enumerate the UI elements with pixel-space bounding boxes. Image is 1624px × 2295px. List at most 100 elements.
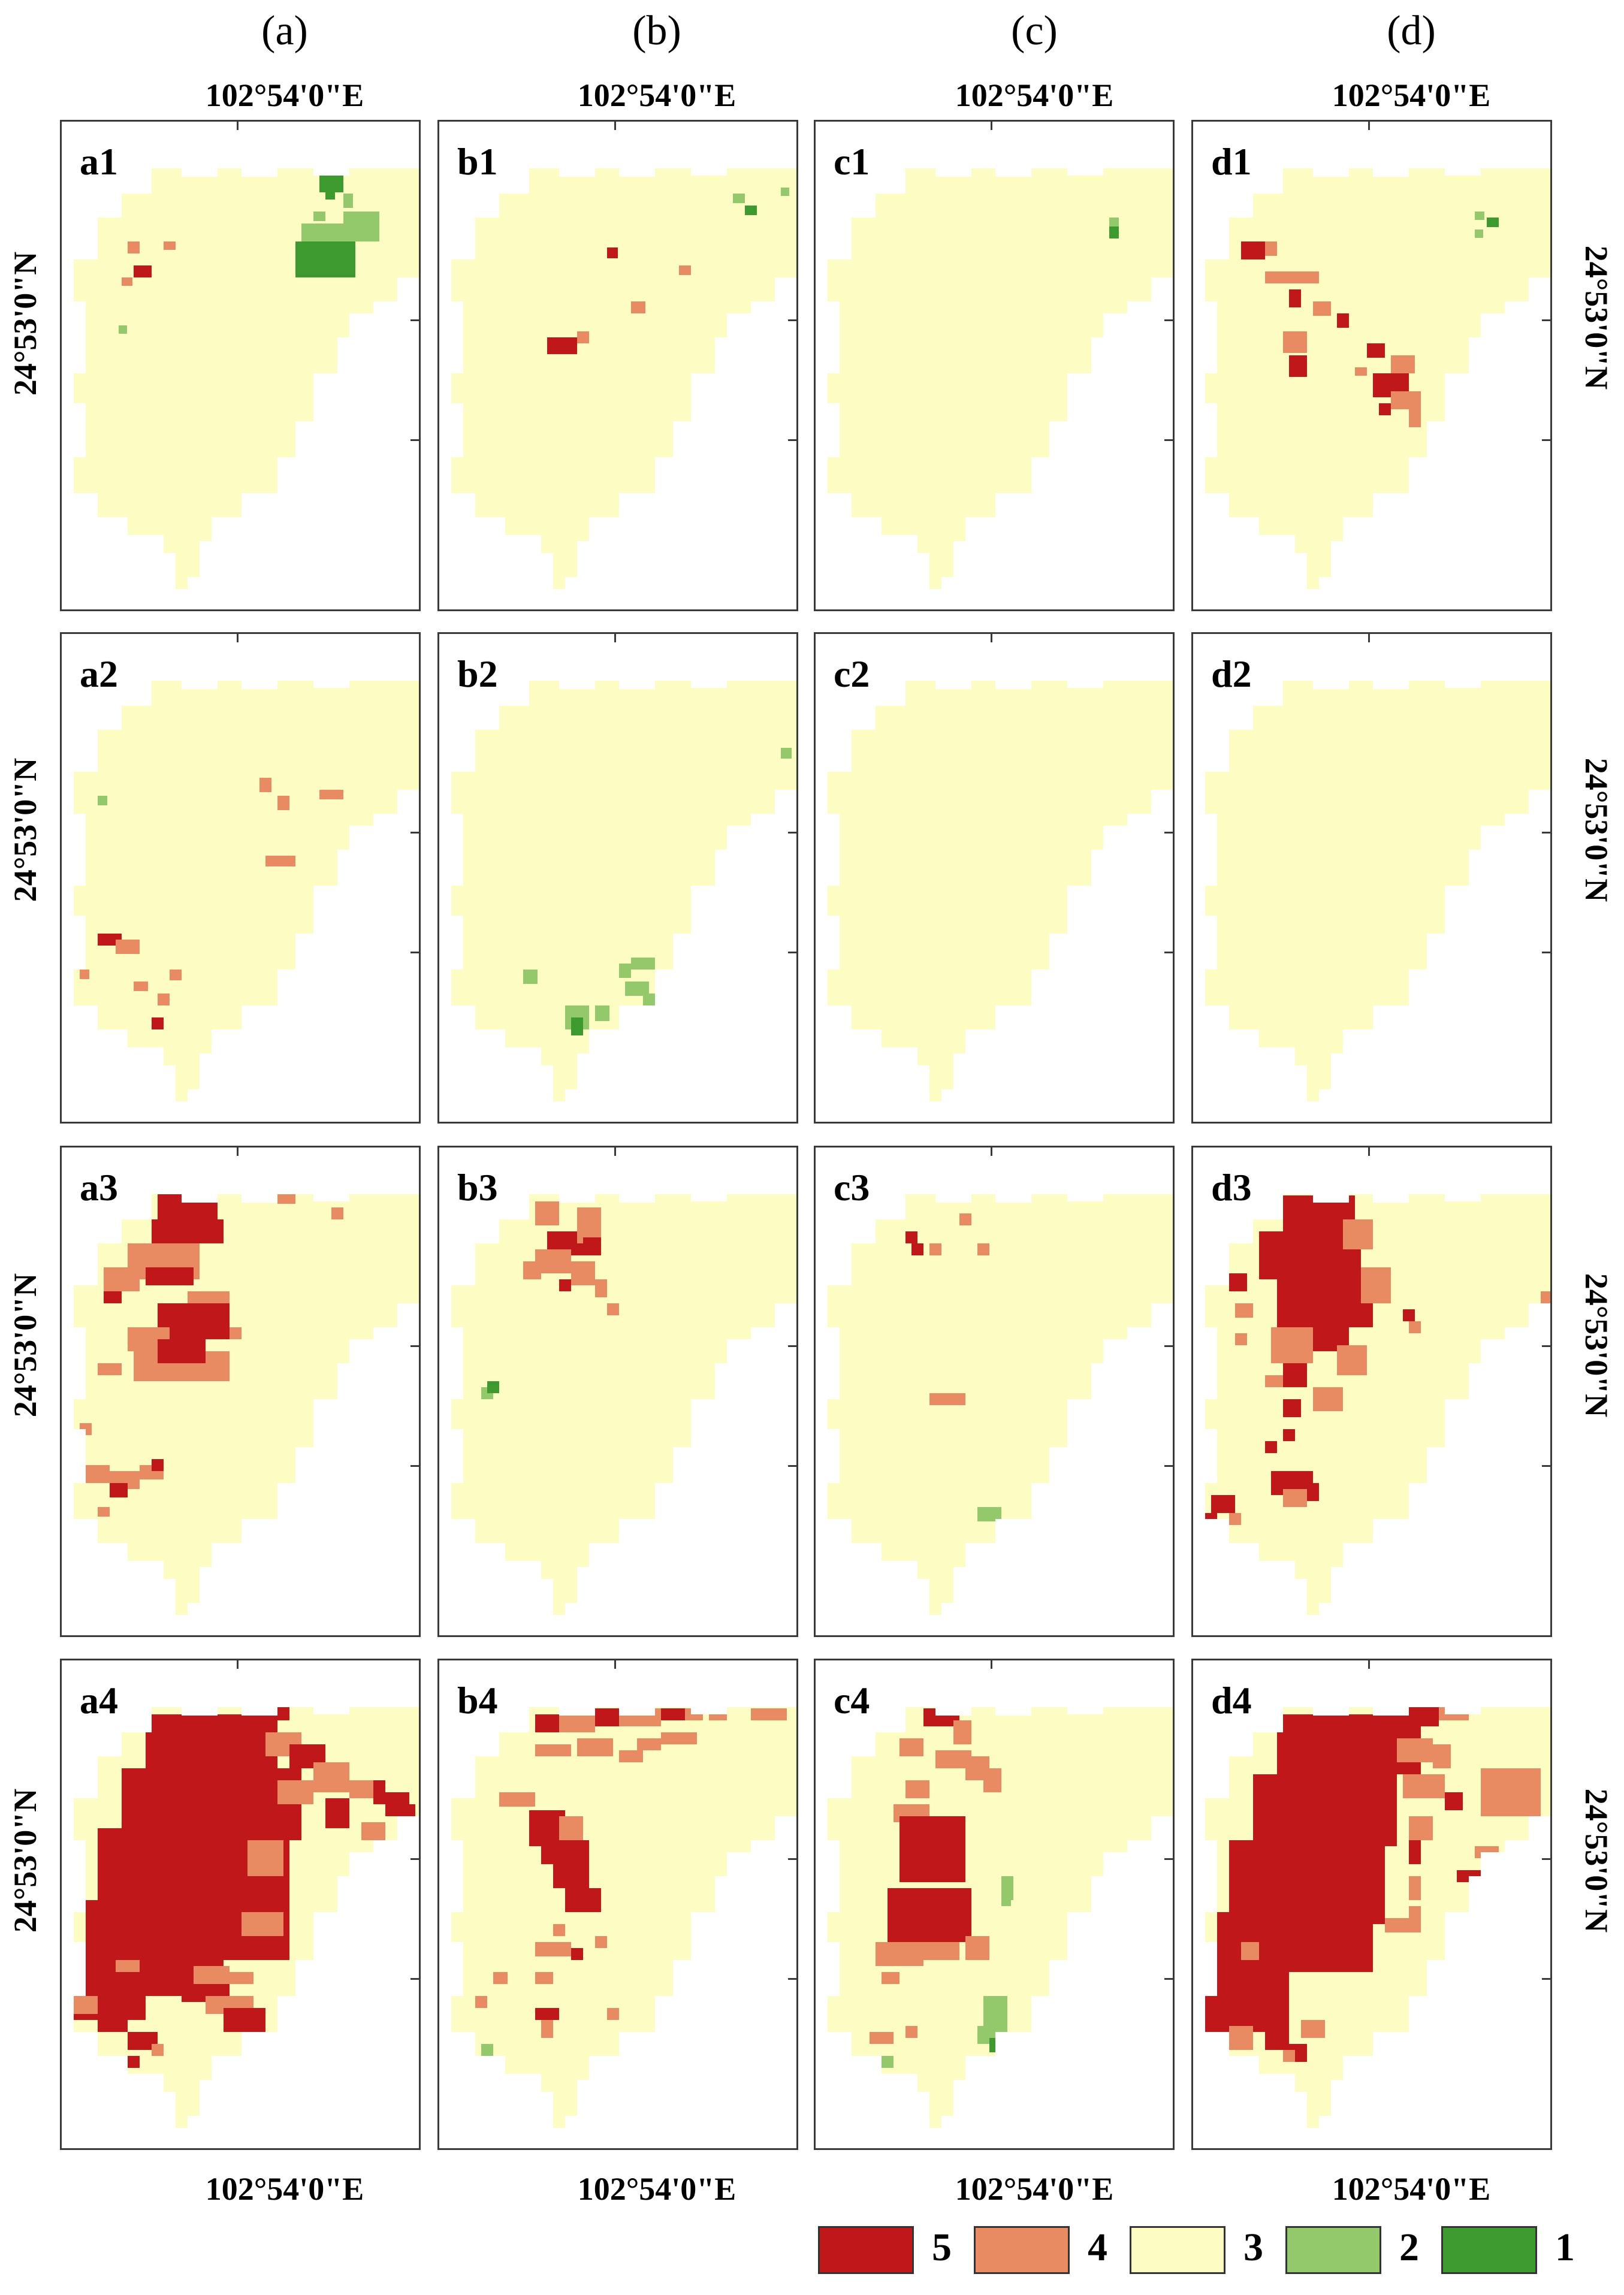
patch-level-4-a1-10 xyxy=(164,241,176,250)
patch-level-4-a2-6 xyxy=(80,970,89,979)
longitude-tick-b1 xyxy=(614,122,616,130)
map-svg-b3 xyxy=(451,1194,796,1615)
region-base-a3 xyxy=(74,1194,419,1615)
patch-level-4-b3-8 xyxy=(607,1303,619,1315)
patch-group-b4 xyxy=(475,1708,787,2056)
patch-level-4-a3-11 xyxy=(98,1363,122,1375)
patch-level-4-d4-24 xyxy=(1241,1942,1259,1960)
patch-level-5-d3-13 xyxy=(1283,1399,1301,1417)
region-base-d3 xyxy=(1205,1194,1550,1615)
patch-level-4-a4-17 xyxy=(247,1840,283,1876)
patch-level-5-a4-6 xyxy=(242,1707,289,1720)
latitude-tick-c2-1 xyxy=(1164,952,1173,953)
latitude-tick-d1-1 xyxy=(1542,439,1550,441)
patch-level-5-d4-2 xyxy=(1229,1840,1385,1924)
region-base-b2 xyxy=(451,681,796,1101)
patch-level-5-d4-1 xyxy=(1253,1774,1397,1846)
patch-level-4-b3-7 xyxy=(595,1279,607,1297)
right-latitude-label-row4: 24°53'0"N xyxy=(1578,1788,1614,1933)
patch-group-b3 xyxy=(451,1201,619,1482)
patch-level-5-d1-6 xyxy=(1289,355,1307,377)
patch-level-4-a2-0 xyxy=(259,778,271,792)
patch-group-a2 xyxy=(80,778,343,1029)
latitude-tick-c3-0 xyxy=(1164,1345,1173,1347)
patch-level-4-c4-19 xyxy=(870,2032,893,2044)
latitude-tick-a2-1 xyxy=(410,952,419,953)
patch-level-4-d3-26 xyxy=(1235,1333,1247,1345)
patch-level-5-a2-9 xyxy=(152,1017,164,1029)
patch-level-5-d4-10 xyxy=(1445,1792,1463,1810)
patch-level-4-a4-16 xyxy=(361,1822,385,1840)
patch-level-4-b3-12 xyxy=(451,1471,457,1482)
patch-level-2-c3-7 xyxy=(1001,1519,1016,1533)
left-latitude-label-row4: 24°53'0"N xyxy=(7,1788,43,1933)
map-svg-c4 xyxy=(828,1707,1173,2128)
longitude-tick-b3 xyxy=(614,1148,616,1156)
patch-level-4-b4-13 xyxy=(499,1792,535,1807)
latitude-tick-b2-0 xyxy=(788,832,796,834)
latitude-tick-c1-1 xyxy=(1164,439,1173,441)
map-svg-d4 xyxy=(1205,1707,1550,2128)
patch-level-4-a3-15 xyxy=(74,1465,110,1483)
patch-level-5-d3-18 xyxy=(1307,1483,1319,1501)
legend-swatch-3 xyxy=(1130,2226,1225,2274)
patch-level-1-b3-11 xyxy=(487,1381,499,1393)
patch-level-5-d4-4 xyxy=(1205,1972,1289,2032)
patch-level-4-d4-14 xyxy=(1385,1918,1421,1932)
patch-level-5-b4-22 xyxy=(571,1948,583,1960)
patch-level-4-b4-11 xyxy=(637,1738,661,1750)
patch-level-4-d4-25 xyxy=(1409,1906,1421,1918)
patch-level-4-a3-21 xyxy=(80,1423,92,1435)
longitude-tick-d1 xyxy=(1368,122,1370,130)
panel-label-b1: b1 xyxy=(457,140,498,183)
patch-level-2-c1-0 xyxy=(1109,218,1119,228)
patch-group-a4 xyxy=(74,1707,415,2068)
patch-level-4-c4-2 xyxy=(899,1738,923,1756)
patch-level-5-d3-15 xyxy=(1265,1441,1277,1453)
map-svg-b1 xyxy=(451,168,796,589)
patch-level-4-b4-10 xyxy=(619,1750,643,1762)
map-panel-a4: a4 xyxy=(60,1659,421,2150)
patch-level-4-b4-1 xyxy=(559,1708,595,1732)
patch-group-b1 xyxy=(547,188,789,354)
longitude-tick-a3 xyxy=(237,1148,239,1156)
patch-level-4-c4-11 xyxy=(923,1942,959,1960)
patch-level-5-a4-13 xyxy=(373,1780,385,1804)
patch-level-4-a4-29 xyxy=(152,2044,164,2056)
patch-level-4-d1-14 xyxy=(1355,367,1367,376)
patch-level-1-b1-1 xyxy=(745,206,757,215)
latitude-tick-a4-0 xyxy=(410,1858,419,1860)
map-svg-d2 xyxy=(1205,681,1550,1101)
patch-level-4-d3-12 xyxy=(1313,1387,1343,1411)
patch-level-4-a4-10 xyxy=(313,1762,349,1792)
patch-level-5-d3-3 xyxy=(1277,1279,1373,1327)
patch-level-4-b3-2 xyxy=(535,1201,559,1225)
patch-level-4-d4-8 xyxy=(1433,1744,1451,1768)
patch-level-5-d3-10 xyxy=(1283,1363,1307,1387)
patch-level-4-d4-6 xyxy=(1439,1707,1469,1720)
patch-level-4-d3-24 xyxy=(1541,1291,1550,1303)
patch-level-4-c4-5 xyxy=(983,1768,1001,1792)
patch-level-4-d3-4 xyxy=(1361,1267,1391,1303)
patch-level-2-b2-2 xyxy=(643,994,655,1011)
patch-level-5-b4-16 xyxy=(541,1840,589,1864)
longitude-tick-c2 xyxy=(991,634,992,642)
patch-level-4-d3-25 xyxy=(1535,1309,1547,1321)
patch-level-1-c1-1 xyxy=(1109,227,1119,238)
latitude-tick-d1-0 xyxy=(1542,319,1550,321)
map-svg-a2 xyxy=(74,681,419,1101)
patch-level-4-d3-11 xyxy=(1265,1375,1283,1387)
patch-level-4-d1-11 xyxy=(1391,391,1421,409)
latitude-tick-b4-1 xyxy=(788,1978,796,1980)
map-panel-c4: c4 xyxy=(814,1659,1175,2150)
patch-level-5-a4-0 xyxy=(146,1714,277,1774)
patch-level-5-a3-20 xyxy=(152,1459,164,1471)
patch-level-5-b4-2 xyxy=(595,1708,619,1726)
latitude-tick-c4-1 xyxy=(1164,1978,1173,1980)
map-svg-d3 xyxy=(1205,1194,1550,1615)
patch-level-4-c4-6 xyxy=(905,1780,929,1798)
bottom-longitude-label-b: 102°54'0"E xyxy=(577,2171,736,2207)
latitude-tick-b1-1 xyxy=(788,439,796,441)
panel-label-b4: b4 xyxy=(457,1679,498,1722)
patch-level-4-d4-17 xyxy=(1475,1846,1499,1858)
